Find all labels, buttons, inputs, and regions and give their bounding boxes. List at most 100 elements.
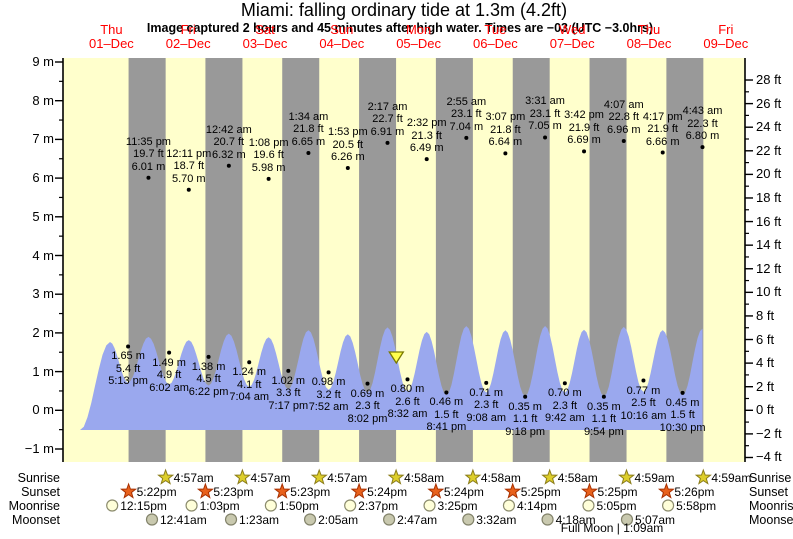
moonset-icon <box>303 513 317 526</box>
moonrise-time: 5:05pm <box>596 498 637 513</box>
moonset-time: 4:18am <box>555 512 596 527</box>
low-tide-dot <box>405 377 410 382</box>
low-tide-dot <box>286 368 291 373</box>
left-axis-tick-label: 6 m <box>32 170 54 186</box>
moonset-icon <box>145 513 159 526</box>
left-axis-tick-label: 3 m <box>32 286 54 302</box>
day-label: Sun 04–Dec <box>319 22 365 51</box>
sunrise-time: 4:59am <box>711 470 752 485</box>
high-tide-annotation: 3:07 pm 21.8 ft 6.64 m <box>485 111 526 149</box>
moonset-icon <box>462 513 475 526</box>
high-tide-dot <box>345 166 350 171</box>
sunset-time: 5:25pm <box>597 484 638 499</box>
left-axis-tick-label: 2 m <box>32 324 54 340</box>
sunrise-time: 4:58am <box>404 470 445 485</box>
right-axis-tick-label: 4 ft <box>756 355 775 371</box>
moonrise-time: 1:50pm <box>278 498 319 513</box>
high-tide-annotation: 12:11 pm 18.7 ft 5.70 m <box>166 147 212 185</box>
right-axis-tick-label: 16 ft <box>756 213 782 229</box>
high-tide-dot <box>385 140 390 145</box>
low-tide-dot <box>365 381 370 386</box>
high-tide-annotation: 4:17 pm 21.9 ft 6.66 m <box>642 110 683 148</box>
low-tide-annotation: 1.02 m 3.3 ft 7:17 pm <box>268 374 309 412</box>
current-time-marker-icon <box>388 351 405 365</box>
page-title: Miami: falling ordinary tide at 1.3m (4.… <box>240 0 568 20</box>
high-tide-dot <box>146 175 151 180</box>
astro-row-label-left: Moonrise <box>8 498 60 513</box>
low-tide-dot <box>444 390 449 395</box>
sunrise-icon <box>694 468 712 485</box>
left-axis-tick-label: 9 m <box>32 54 54 69</box>
low-tide-dot <box>562 381 567 386</box>
high-tide-dot <box>306 150 311 155</box>
low-tide-dot <box>523 394 528 399</box>
right-axis-tick-label: 20 ft <box>756 166 782 182</box>
left-axis-tick-label: −1 m <box>24 441 54 456</box>
low-tide-annotation: 1.24 m 4.1 ft 7:04 am <box>229 366 270 404</box>
moonset-time: 1:23am <box>239 512 280 527</box>
moonrise-time: 5:58pm <box>676 498 717 513</box>
sunset-time: 5:22pm <box>136 484 177 499</box>
high-tide-annotation: 2:55 am 23.1 ft 7.04 m <box>446 95 487 133</box>
moonrise-time: 1:03pm <box>199 498 240 513</box>
astro-row-label-right: Moonrise <box>749 498 793 513</box>
high-tide-dot <box>424 157 429 162</box>
high-tide-dot <box>582 149 587 154</box>
day-label: Sat 03–Dec <box>242 22 288 51</box>
moonset-time: 3:32am <box>476 512 517 527</box>
sunset-time: 5:24pm <box>443 484 484 499</box>
high-tide-annotation: 2:17 am 22.7 ft 6.91 m <box>367 100 408 138</box>
low-tide-dot <box>641 378 646 383</box>
low-tide-annotation: 0.70 m 2.3 ft 9:42 am <box>544 387 585 425</box>
astro-row-label-left: Sunset <box>21 484 60 499</box>
low-tide-dot <box>126 344 131 349</box>
sunrise-icon <box>310 468 328 485</box>
moonset-icon <box>224 513 238 526</box>
sunrise-time: 4:58am <box>480 470 521 485</box>
high-tide-dot <box>464 135 469 140</box>
sunset-icon <box>196 482 214 499</box>
high-tide-dot <box>543 135 548 140</box>
high-tide-annotation: 2:32 pm 21.3 ft 6.49 m <box>406 117 447 155</box>
sunset-time: 5:23pm <box>213 484 254 499</box>
low-tide-dot <box>484 380 489 385</box>
day-label: Tue 06–Dec <box>472 22 518 51</box>
left-axis-tick-label: 1 m <box>32 363 54 379</box>
high-tide-annotation: 1:08 pm 19.6 ft 5.98 m <box>248 136 289 174</box>
astro-row-label-right: Moonset <box>749 512 793 527</box>
sunrise-icon <box>541 468 559 485</box>
right-axis-tick-label: 10 ft <box>756 284 782 300</box>
low-tide-annotation: 0.98 m 3.2 ft 7:52 am <box>308 376 349 414</box>
low-tide-dot <box>206 354 211 359</box>
astro-row-label-left: Moonset <box>12 512 60 527</box>
high-tide-annotation: 11:35 pm 19.7 ft 6.01 m <box>125 135 171 173</box>
astro-row-label-right: Sunset <box>749 484 788 499</box>
moonrise-time: 4:14pm <box>516 498 557 513</box>
sunset-time: 5:25pm <box>520 484 561 499</box>
high-tide-annotation: 4:07 am 22.8 ft 6.96 m <box>603 98 644 136</box>
high-tide-annotation: 1:34 am 21.8 ft 6.65 m <box>288 110 329 148</box>
high-tide-dot <box>660 150 665 155</box>
moonrise-icon <box>502 499 516 512</box>
sunset-icon <box>427 482 445 499</box>
chart-subtitle: Image captured 2 hours and 45 minutes af… <box>146 21 654 35</box>
right-axis-tick-label: 14 ft <box>756 237 782 253</box>
low-tide-annotation: 0.77 m 2.5 ft 10:16 am <box>620 384 667 422</box>
right-axis-tick-label: −4 ft <box>756 449 782 465</box>
sunrise-icon <box>387 468 405 485</box>
day-label: Thu 08–Dec <box>626 22 672 51</box>
right-axis-tick-label: 6 ft <box>756 331 775 347</box>
moonrise-icon <box>185 499 198 512</box>
high-tide-dot <box>700 145 705 150</box>
right-axis-tick-label: 2 ft <box>756 378 775 394</box>
high-tide-dot <box>226 163 231 168</box>
moonrise-icon <box>661 499 675 512</box>
low-tide-annotation: 0.35 m 1.1 ft 9:18 pm <box>505 400 546 438</box>
sunrise-icon <box>464 468 482 485</box>
sunset-time: 5:24pm <box>367 484 408 499</box>
left-axis-tick-label: 8 m <box>32 92 54 108</box>
low-tide-dot <box>326 370 331 375</box>
right-axis-tick-label: 18 ft <box>756 189 782 205</box>
right-axis-tick-label: 24 ft <box>756 119 782 135</box>
